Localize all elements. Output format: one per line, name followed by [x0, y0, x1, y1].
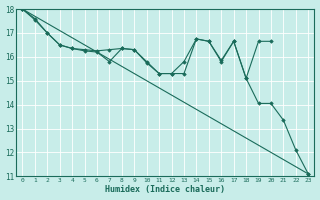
X-axis label: Humidex (Indice chaleur): Humidex (Indice chaleur) — [105, 185, 225, 194]
